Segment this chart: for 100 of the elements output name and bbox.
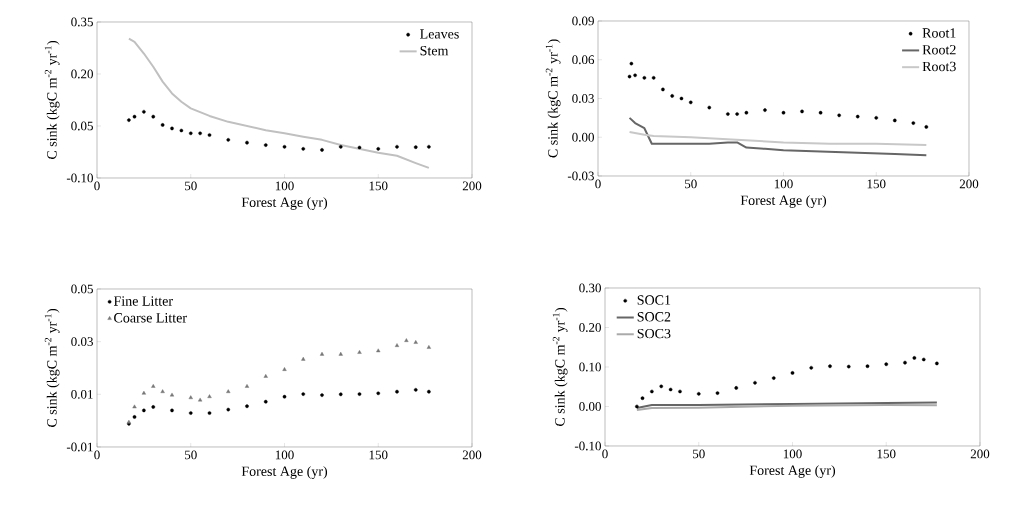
y-tick-label: 0.00 bbox=[579, 402, 601, 411]
point bbox=[127, 118, 131, 122]
point bbox=[809, 365, 814, 370]
point bbox=[376, 348, 381, 353]
point bbox=[188, 131, 193, 136]
point bbox=[319, 351, 325, 356]
point bbox=[846, 364, 851, 369]
point bbox=[884, 362, 889, 367]
point bbox=[376, 391, 381, 396]
point bbox=[642, 76, 647, 80]
point bbox=[357, 350, 362, 354]
point bbox=[678, 389, 682, 394]
point bbox=[263, 143, 268, 147]
y-axis-title: C sink (kgC m$^{-2}$ yr$^{-1}$) bbox=[44, 41, 60, 160]
point bbox=[413, 340, 418, 344]
point bbox=[800, 109, 804, 114]
point bbox=[650, 389, 654, 394]
point bbox=[263, 374, 268, 378]
point bbox=[633, 73, 637, 78]
y-tick-label: 0.35 bbox=[71, 17, 93, 27]
point bbox=[142, 109, 146, 114]
x-tick-label: 150 bbox=[369, 450, 388, 460]
point bbox=[413, 145, 418, 149]
point bbox=[320, 148, 324, 152]
point bbox=[790, 371, 795, 375]
x-axis-title: Forest Age (yr) bbox=[241, 466, 328, 479]
point bbox=[744, 110, 749, 115]
point bbox=[338, 392, 343, 397]
x-axis-title: Forest Age (yr) bbox=[241, 197, 328, 210]
point bbox=[179, 128, 184, 133]
point bbox=[651, 76, 656, 80]
y-tick-label: 0.20 bbox=[579, 323, 601, 332]
point bbox=[865, 364, 870, 368]
point bbox=[151, 114, 156, 119]
legend-label: SOC2 bbox=[637, 312, 671, 322]
point bbox=[828, 364, 832, 368]
point bbox=[338, 351, 343, 356]
point bbox=[427, 389, 431, 394]
point bbox=[413, 388, 418, 392]
y-tick-label: 0.05 bbox=[71, 284, 93, 294]
x-tick-label: 100 bbox=[275, 450, 294, 460]
point bbox=[357, 145, 362, 150]
legend-label: Stem bbox=[420, 45, 449, 56]
x-tick-label: 200 bbox=[462, 450, 482, 460]
x-tick-label: 150 bbox=[369, 181, 388, 191]
point bbox=[911, 121, 916, 125]
point bbox=[855, 114, 860, 119]
point bbox=[404, 338, 409, 342]
point bbox=[661, 87, 665, 92]
x-tick-label: 100 bbox=[275, 181, 294, 191]
x-tick-label: 150 bbox=[867, 179, 886, 189]
point bbox=[763, 108, 767, 112]
x-tick-label: 50 bbox=[693, 449, 705, 459]
legend-label: SOC3 bbox=[637, 328, 671, 339]
point bbox=[160, 389, 165, 393]
point bbox=[670, 94, 674, 98]
legend-label: Root1 bbox=[922, 28, 956, 38]
point bbox=[198, 131, 202, 136]
point bbox=[357, 392, 362, 396]
point bbox=[818, 110, 823, 115]
legend-label: SOC1 bbox=[637, 295, 671, 305]
point bbox=[679, 96, 684, 101]
point bbox=[753, 380, 757, 385]
y-tick-label: -0.03 bbox=[567, 171, 594, 181]
point bbox=[394, 343, 400, 347]
point bbox=[715, 391, 720, 395]
point bbox=[301, 356, 306, 361]
point bbox=[338, 144, 343, 149]
point bbox=[170, 408, 174, 413]
point bbox=[668, 387, 673, 392]
point bbox=[132, 114, 137, 119]
y-tick-label: 0.03 bbox=[572, 94, 594, 103]
point bbox=[160, 123, 165, 127]
y-tick-label: 0.10 bbox=[579, 362, 601, 372]
y-tick-label: -0.10 bbox=[574, 441, 601, 451]
y-axis-title: C sink (kgC m$^{-2}$ yr$^{-1}$) bbox=[552, 308, 568, 427]
point bbox=[921, 357, 926, 362]
y-axis-title: C sink (kgC m$^{-2}$ yr$^{-1}$) bbox=[545, 39, 561, 158]
point bbox=[635, 404, 639, 409]
legend-label: Fine Litter bbox=[113, 296, 173, 306]
point bbox=[207, 394, 212, 398]
point bbox=[226, 138, 231, 142]
point bbox=[245, 404, 249, 408]
x-tick-label: 150 bbox=[877, 449, 896, 459]
x-tick-label: 200 bbox=[970, 449, 990, 459]
x-axis-title: Forest Age (yr) bbox=[749, 465, 836, 478]
point bbox=[207, 133, 212, 137]
x-tick-label: 0 bbox=[595, 179, 601, 189]
point bbox=[696, 392, 701, 396]
legend-label: Root3 bbox=[922, 61, 956, 72]
y-tick-label: 0.01 bbox=[71, 389, 93, 399]
point bbox=[151, 405, 156, 409]
x-tick-label: 0 bbox=[94, 450, 100, 460]
point bbox=[426, 345, 431, 349]
point bbox=[263, 399, 268, 404]
point bbox=[188, 411, 193, 415]
point bbox=[282, 394, 287, 399]
y-tick-label: 0.20 bbox=[71, 69, 93, 79]
point bbox=[427, 144, 431, 149]
point bbox=[198, 397, 203, 402]
